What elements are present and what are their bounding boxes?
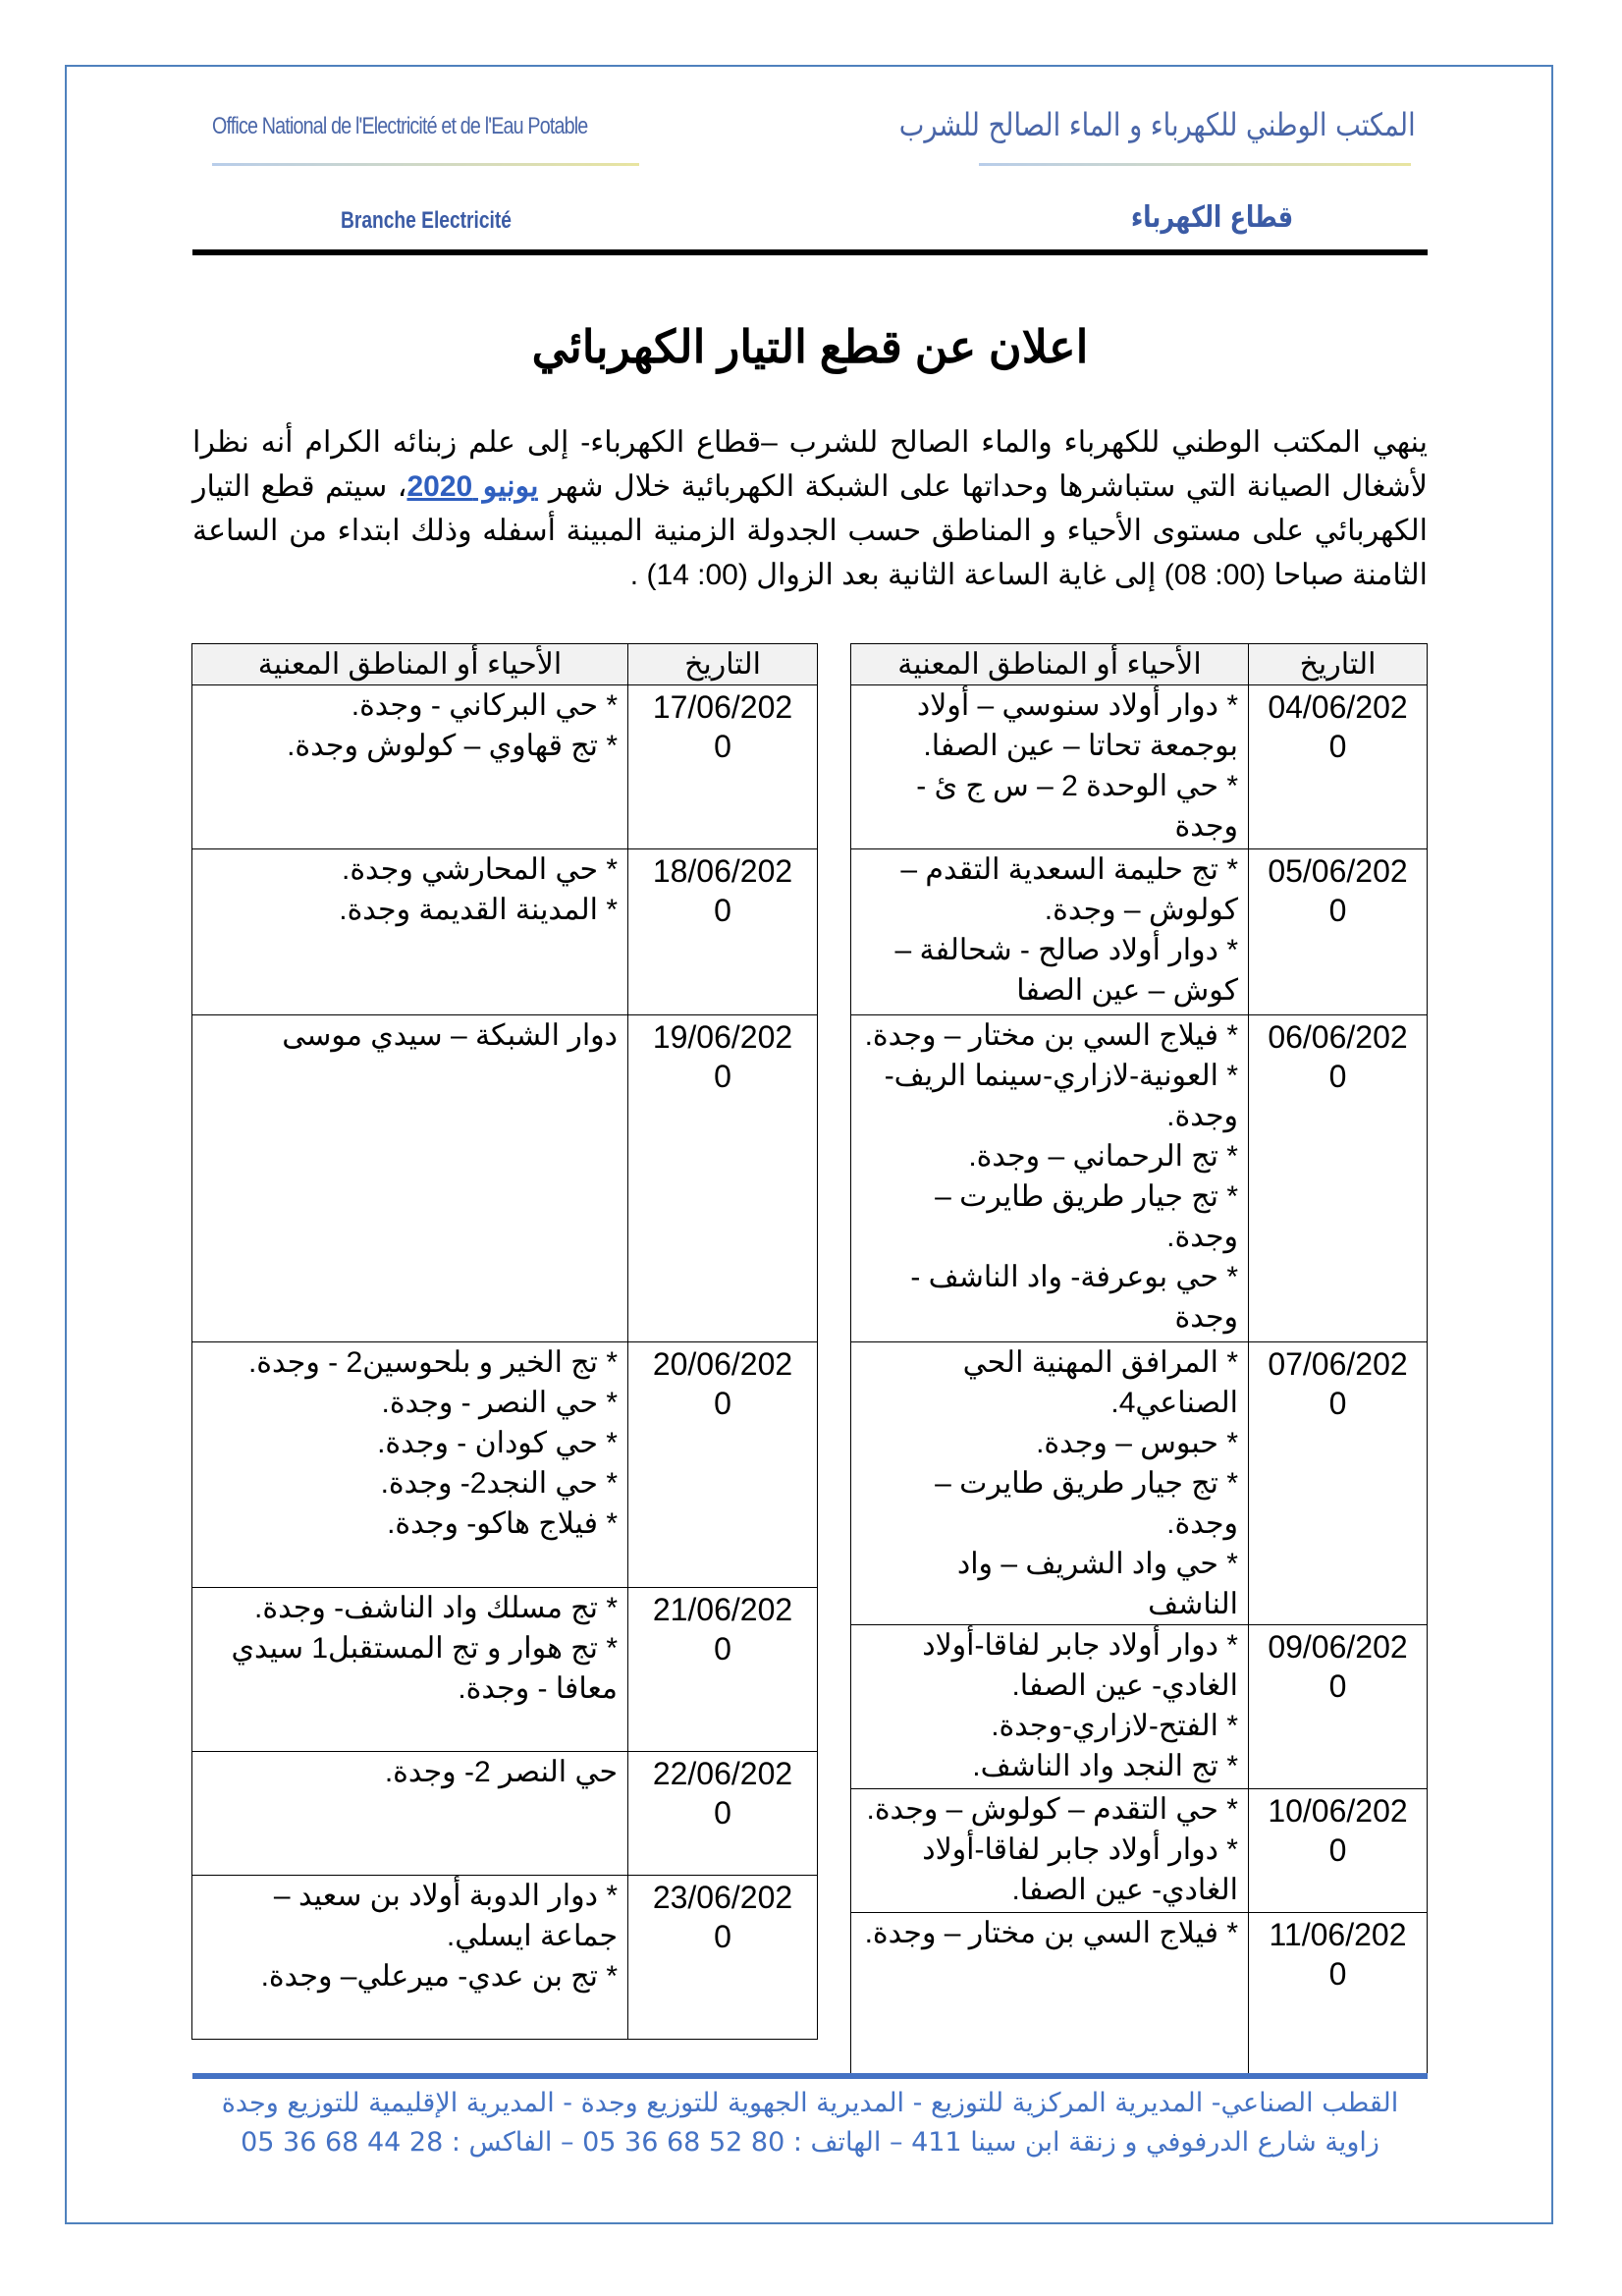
page-border xyxy=(65,65,1553,2224)
area-item: دوار الشبكة – سيدي موسى xyxy=(282,1019,618,1052)
schedule-table-right: التاريخ الأحياء أو المناطق المعنية 04/06… xyxy=(850,643,1428,2077)
table-row: 22/06/2020 حي النصر 2- وجدة. xyxy=(191,1751,818,1876)
area-item: * تج النجد واد الناشف. xyxy=(972,1750,1238,1782)
areas-cell: * فيلاج السي بن مختار – وجدة. xyxy=(850,1912,1249,2077)
area-item: * فيلاج السي بن مختار – وجدة. xyxy=(864,1019,1238,1052)
date-cell: 22/06/2020 xyxy=(627,1751,818,1876)
month-link[interactable]: يونيو 2020 xyxy=(406,470,539,503)
areas-cell: * دوار أولاد سنوسي – أولاد بوجمعة تحاتا … xyxy=(850,684,1249,849)
area-item: * دوار الدوبة أولاد بن سعيد –جماعة ايسلي… xyxy=(273,1880,618,1952)
area-item: * المدينة القديمة وجدة. xyxy=(339,894,618,926)
area-item: * حي التقدم – كولوش – وجدة. xyxy=(866,1793,1238,1826)
area-item: * دوار أولاد جابر لفاقا-أولاد الغادي- عي… xyxy=(922,1629,1238,1702)
schedule-table-left: التاريخ الأحياء أو المناطق المعنية 17/06… xyxy=(191,643,818,2040)
areas-cell: * دوار الدوبة أولاد بن سعيد –جماعة ايسلي… xyxy=(191,1875,628,2040)
branch-fr: Branche Electricité xyxy=(341,207,512,234)
table-row: 10/06/2020 * حي التقدم – كولوش – وجدة. * د… xyxy=(850,1788,1428,1913)
area-item: * حي المحارشي وجدة. xyxy=(341,853,618,886)
date-cell: 04/06/2020 xyxy=(1248,684,1428,849)
areas-cell: * فيلاج السي بن مختار – وجدة. * العونية-ل… xyxy=(850,1014,1249,1342)
area-item: * تج مسلك واد الناشف- وجدة. xyxy=(254,1592,618,1624)
date-cell: 17/06/2020 xyxy=(627,684,818,849)
area-item: * حي النصر - وجدة. xyxy=(381,1387,618,1419)
areas-cell: * المرافق المهنية الحي الصناعي4. * حبوس –… xyxy=(850,1341,1249,1625)
date-cell: 20/06/2020 xyxy=(627,1341,818,1588)
area-item: * العونية-لازاري-سينما الريف-وجدة. xyxy=(884,1060,1238,1132)
header-divider xyxy=(192,249,1428,255)
table-row: 04/06/2020 * دوار أولاد سنوسي – أولاد بوج… xyxy=(850,684,1428,849)
area-item: * تج قهاوي – كولوش وجدة. xyxy=(287,730,618,762)
areas-cell: * تج مسلك واد الناشف- وجدة. * تج هوار و ت… xyxy=(191,1587,628,1752)
org-name-ar: المكتب الوطني للكهرباء و الماء الصالح لل… xyxy=(899,106,1416,143)
areas-cell: دوار الشبكة – سيدي موسى xyxy=(191,1014,628,1342)
areas-cell: * حي التقدم – كولوش – وجدة. * دوار أولاد … xyxy=(850,1788,1249,1913)
area-item: * حي الوحدة 2 – س ج ئ - وجدة xyxy=(916,770,1238,843)
area-item: * فيلاج هاكو- وجدة. xyxy=(387,1507,618,1540)
area-item: * حي واد الشريف – واد الناشف xyxy=(956,1548,1238,1620)
paragraph-text-end: ، سيتم قطع التيار الكهربائي على مستوى ال… xyxy=(192,470,1428,591)
date-cell: 18/06/2020 xyxy=(627,848,818,1015)
date-cell: 23/06/2020 xyxy=(627,1875,818,2040)
table-row: 09/06/2020 * دوار أولاد جابر لفاقا-أولاد … xyxy=(850,1624,1428,1789)
footer-line-2: زاوية شارع الدرفوفي و زنقة ابن سينا 411 … xyxy=(241,2127,1379,2158)
areas-cell: حي النصر 2- وجدة. xyxy=(191,1751,628,1876)
table-row: 06/06/2020 * فيلاج السي بن مختار – وجدة. *… xyxy=(850,1014,1428,1342)
table-row: 23/06/2020 * دوار الدوبة أولاد بن سعيد –ج… xyxy=(191,1875,818,2040)
area-item: * تج بن عدي- ميرعلي– وجدة. xyxy=(260,1960,618,1993)
area-item: * دوار أولاد صالح - شحالفة – كوش – عين ا… xyxy=(894,934,1238,1007)
date-cell: 07/06/2020 xyxy=(1248,1341,1428,1625)
date-cell: 19/06/2020 xyxy=(627,1014,818,1342)
area-item: * حي كودان - وجدة. xyxy=(377,1427,618,1459)
table-row: 05/06/2020 * تج حليمة السعدية التقدم – كو… xyxy=(850,848,1428,1015)
date-cell: 10/06/2020 xyxy=(1248,1788,1428,1913)
footer-line-1: القطب الصناعي- المديرية المركزية للتوزيع… xyxy=(221,2088,1399,2118)
table-row: 18/06/2020 * حي المحارشي وجدة. * المدينة ا… xyxy=(191,848,818,1015)
area-item: * حي النجد2- وجدة. xyxy=(380,1467,618,1500)
date-cell: 05/06/2020 xyxy=(1248,848,1428,1015)
area-item: * دوار أولاد سنوسي – أولاد بوجمعة تحاتا … xyxy=(916,689,1238,762)
announcement-paragraph: ينهي المكتب الوطني للكهرباء والماء الصال… xyxy=(192,420,1428,597)
areas-cell: * تج حليمة السعدية التقدم – كولوش – وجدة… xyxy=(850,848,1249,1015)
col-header-areas: الأحياء أو المناطق المعنية xyxy=(191,643,628,685)
col-header-date: التاريخ xyxy=(1248,643,1428,685)
date-cell: 09/06/2020 xyxy=(1248,1624,1428,1789)
table-row: 21/06/2020 * تج مسلك واد الناشف- وجدة. * ت… xyxy=(191,1587,818,1752)
org-name-fr: Office National de l'Electricité et de l… xyxy=(212,113,588,139)
area-item: * تج هوار و تج المستقبل1 سيدي معافا - وج… xyxy=(231,1632,618,1705)
areas-cell: * تج الخير و بلحوسين2 - وجدة. * حي النصر … xyxy=(191,1341,628,1588)
area-item: * الفتح-لازاري-وجدة. xyxy=(991,1710,1238,1742)
table-row: 20/06/2020 * تج الخير و بلحوسين2 - وجدة. *… xyxy=(191,1341,818,1588)
col-header-date: التاريخ xyxy=(627,643,818,685)
table-row: 11/06/2020 * فيلاج السي بن مختار – وجدة. xyxy=(850,1912,1428,2077)
table-row: 07/06/2020 * المرافق المهنية الحي الصناعي… xyxy=(850,1341,1428,1625)
header-underline-fr xyxy=(212,163,639,166)
area-item: * المرافق المهنية الحي الصناعي4. xyxy=(962,1346,1238,1419)
area-item: * تج الخير و بلحوسين2 - وجدة. xyxy=(247,1346,618,1379)
area-item: * تج جيار طريق طايرت – وجدة. xyxy=(935,1180,1238,1253)
area-item: * دوار أولاد جابر لفاقا-أولاد الغادي- عي… xyxy=(922,1833,1238,1906)
areas-cell: * دوار أولاد جابر لفاقا-أولاد الغادي- عي… xyxy=(850,1624,1249,1789)
area-item: * تج حليمة السعدية التقدم – كولوش – وجدة… xyxy=(900,853,1238,926)
area-item: * حبوس – وجدة. xyxy=(1036,1427,1238,1459)
date-cell: 11/06/2020 xyxy=(1248,1912,1428,2077)
date-cell: 21/06/2020 xyxy=(627,1587,818,1752)
paragraph-text: ينهي المكتب الوطني للكهرباء والماء الصال… xyxy=(192,426,1428,503)
page-title: اعلان عن قطع التيار الكهربائي xyxy=(531,321,1089,372)
header-underline-ar xyxy=(979,163,1411,166)
areas-cell: * حي المحارشي وجدة. * المدينة القديمة وجد… xyxy=(191,848,628,1015)
table-row: 19/06/2020 دوار الشبكة – سيدي موسى xyxy=(191,1014,818,1342)
date-cell: 06/06/2020 xyxy=(1248,1014,1428,1342)
col-header-areas: الأحياء أو المناطق المعنية xyxy=(850,643,1249,685)
table-row: 17/06/2020 * حي البركاني - وجدة. * تج قهاو… xyxy=(191,684,818,849)
area-item: * حي البركاني - وجدة. xyxy=(351,689,618,722)
area-item: * فيلاج السي بن مختار – وجدة. xyxy=(864,1917,1238,1949)
area-item: حي النصر 2- وجدة. xyxy=(384,1756,618,1788)
footer-divider xyxy=(192,2073,1428,2079)
area-item: * تج الرحماني – وجدة. xyxy=(968,1140,1238,1173)
area-item: * حي بوعرفة- واد الناشف - وجدة xyxy=(910,1261,1238,1334)
branch-ar: قطاع الكهرباء xyxy=(1131,200,1294,235)
area-item: * تج جيار طريق طايرت – وجدة. xyxy=(935,1467,1238,1540)
areas-cell: * حي البركاني - وجدة. * تج قهاوي – كولوش … xyxy=(191,684,628,849)
